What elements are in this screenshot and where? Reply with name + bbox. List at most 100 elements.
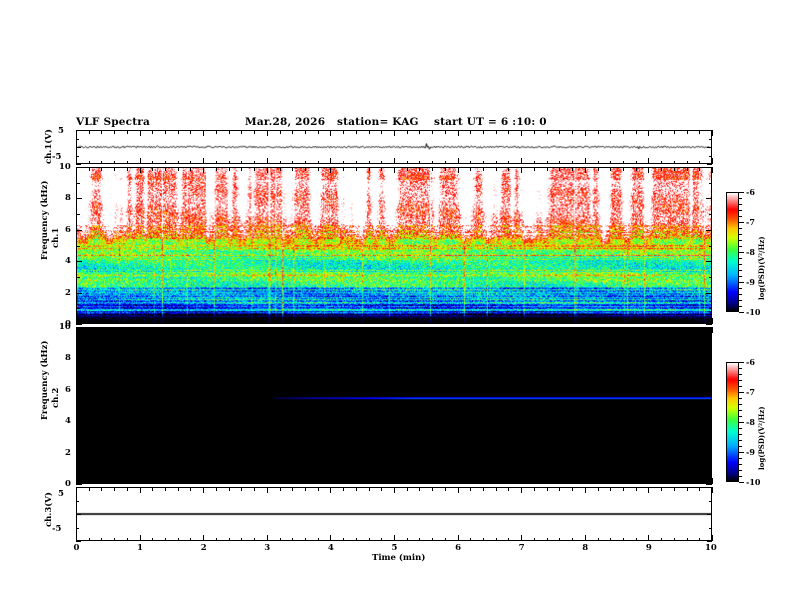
tick-mark [76, 167, 82, 168]
tick-mark [406, 160, 408, 164]
colorbar-minor-tick [739, 270, 742, 271]
tick-mark [330, 130, 332, 136]
tick-mark [432, 487, 434, 491]
tick-mark [177, 537, 179, 541]
tick-mark [706, 167, 712, 168]
tick-mark [709, 500, 712, 502]
x-tick-label: 6 [455, 543, 462, 553]
tick-mark [330, 327, 332, 333]
tick-mark [508, 167, 510, 171]
tick-mark [708, 405, 712, 407]
tick-mark [114, 167, 116, 171]
tick-mark [368, 130, 370, 134]
start-ut-label: start UT = 6 :10: 0 [434, 116, 547, 128]
tick-mark [254, 130, 256, 134]
colorbar-minor-tick [739, 276, 742, 277]
tick-mark [699, 327, 701, 331]
tick-mark [228, 320, 230, 324]
ch1-spectrogram-axis-label-unit: Frequency (kHz) [40, 180, 50, 260]
tick-mark [686, 327, 688, 331]
tick-mark [533, 327, 535, 331]
tick-mark [495, 480, 497, 484]
x-tick-label: 10 [705, 543, 717, 553]
tick-mark [317, 130, 319, 134]
tick-mark [330, 478, 332, 484]
tick-mark [330, 158, 332, 164]
tick-mark [635, 160, 637, 164]
tick-mark [559, 160, 561, 164]
colorbar-minor-tick [739, 240, 742, 241]
tick-mark [470, 130, 472, 134]
tick-mark [76, 318, 77, 324]
tick-mark [610, 320, 612, 324]
tick-mark [330, 487, 332, 493]
colorbar-minor-tick [739, 288, 742, 289]
tick-mark [444, 320, 446, 324]
tick-mark [533, 320, 535, 324]
tick-mark [521, 318, 523, 324]
tick-mark [648, 487, 650, 493]
tick-mark [470, 167, 472, 171]
tick-mark [708, 245, 712, 247]
tick-mark [126, 487, 128, 491]
tick-mark [101, 480, 103, 484]
tick-mark [76, 500, 79, 502]
tick-mark [114, 480, 116, 484]
colorbar-minor-tick [739, 234, 742, 235]
tick-mark [304, 537, 306, 541]
tick-mark [648, 535, 650, 541]
tick-mark [254, 320, 256, 324]
tick-mark [635, 167, 637, 171]
tick-mark [706, 292, 712, 294]
tick-mark [706, 198, 712, 200]
tick-mark [661, 160, 663, 164]
tick-mark [457, 167, 459, 173]
x-tick-label: 8 [582, 543, 589, 553]
tick-mark [444, 480, 446, 484]
tick-mark [394, 167, 395, 173]
tick-mark [597, 320, 599, 324]
ch2-spectrogram-axis-label-unit: Frequency (kHz) [40, 340, 50, 420]
tick-mark [76, 514, 81, 515]
tick-mark [304, 130, 306, 134]
tick-mark [190, 130, 192, 134]
tick-mark [635, 480, 637, 484]
colorbar-minor-tick [739, 306, 742, 307]
tick-mark [76, 327, 82, 328]
tick-mark [215, 320, 217, 324]
tick-mark [661, 320, 663, 324]
colorbar-minor-tick [739, 446, 742, 447]
tick-mark [708, 342, 712, 344]
page-title: VLF Spectra [76, 116, 151, 128]
tick-mark [126, 537, 128, 541]
tick-mark [152, 320, 154, 324]
tick-mark [673, 167, 675, 171]
tick-mark [152, 537, 154, 541]
tick-mark [712, 158, 713, 164]
colorbar-tick [739, 452, 744, 453]
tick-mark [114, 130, 116, 134]
tick-mark [708, 308, 712, 310]
tick-mark [126, 160, 128, 164]
colorbar-minor-tick [739, 204, 742, 205]
tick-mark [203, 130, 205, 136]
tick-mark [139, 167, 141, 173]
tick-mark [76, 527, 79, 529]
tick-mark [101, 327, 103, 331]
tick-mark [368, 167, 370, 171]
tick-mark [203, 327, 205, 333]
tick-mark [266, 158, 268, 164]
tick-mark [266, 478, 268, 484]
tick-mark [76, 389, 82, 391]
tick-mark [190, 327, 192, 331]
tick-mark [709, 138, 712, 140]
tick-mark [444, 160, 446, 164]
tick-mark [622, 320, 624, 324]
tick-mark [686, 160, 688, 164]
tick-mark [635, 320, 637, 324]
tick-mark [394, 130, 395, 136]
colorbar-minor-tick [739, 386, 742, 387]
colorbar-minor-tick [739, 210, 742, 211]
tick-mark [241, 160, 243, 164]
tick-mark [584, 158, 586, 164]
